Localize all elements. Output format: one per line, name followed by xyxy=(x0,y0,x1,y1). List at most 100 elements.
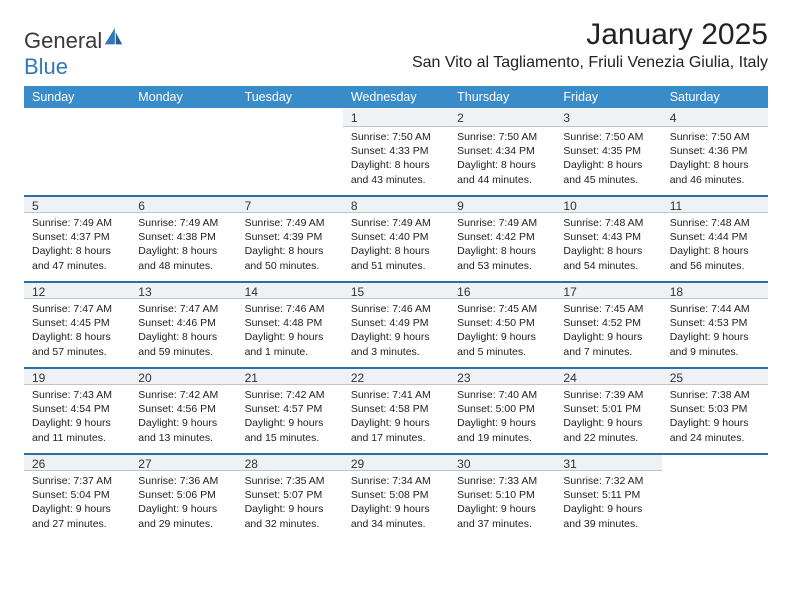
sunrise: Sunrise: 7:48 AM xyxy=(670,216,760,230)
sunrise: Sunrise: 7:50 AM xyxy=(670,130,760,144)
sunset: Sunset: 4:43 PM xyxy=(563,230,653,244)
day-number: 25 xyxy=(662,367,768,385)
week-row: 26Sunrise: 7:37 AMSunset: 5:04 PMDayligh… xyxy=(24,452,768,538)
day-body: Sunrise: 7:50 AMSunset: 4:34 PMDaylight:… xyxy=(449,127,555,193)
dow-fri: Friday xyxy=(555,86,661,108)
daylight-line2: and 5 minutes. xyxy=(457,345,547,359)
logo-word2: Blue xyxy=(24,54,68,79)
daylight-line1: Daylight: 9 hours xyxy=(351,502,441,516)
calendar-page: GeneralBlue January 2025 San Vito al Tag… xyxy=(0,0,792,548)
sunset: Sunset: 4:38 PM xyxy=(138,230,228,244)
daylight-line2: and 47 minutes. xyxy=(32,259,122,273)
day-cell: 6Sunrise: 7:49 AMSunset: 4:38 PMDaylight… xyxy=(130,194,236,280)
day-body: Sunrise: 7:50 AMSunset: 4:36 PMDaylight:… xyxy=(662,127,768,193)
sunrise: Sunrise: 7:38 AM xyxy=(670,388,760,402)
day-body: Sunrise: 7:43 AMSunset: 4:54 PMDaylight:… xyxy=(24,385,130,451)
day-cell: 4Sunrise: 7:50 AMSunset: 4:36 PMDaylight… xyxy=(662,108,768,194)
weeks-container: 1Sunrise: 7:50 AMSunset: 4:33 PMDaylight… xyxy=(24,108,768,538)
daylight-line1: Daylight: 9 hours xyxy=(670,416,760,430)
sunrise: Sunrise: 7:46 AM xyxy=(245,302,335,316)
day-cell: 9Sunrise: 7:49 AMSunset: 4:42 PMDaylight… xyxy=(449,194,555,280)
day-cell: 13Sunrise: 7:47 AMSunset: 4:46 PMDayligh… xyxy=(130,280,236,366)
day-number: 13 xyxy=(130,281,236,299)
dow-thu: Thursday xyxy=(449,86,555,108)
sunset: Sunset: 4:50 PM xyxy=(457,316,547,330)
sunset: Sunset: 5:07 PM xyxy=(245,488,335,502)
sunset: Sunset: 4:34 PM xyxy=(457,144,547,158)
daylight-line2: and 13 minutes. xyxy=(138,431,228,445)
week-row: 19Sunrise: 7:43 AMSunset: 4:54 PMDayligh… xyxy=(24,366,768,452)
day-body xyxy=(662,471,768,480)
sunrise: Sunrise: 7:49 AM xyxy=(32,216,122,230)
sunrise: Sunrise: 7:49 AM xyxy=(138,216,228,230)
daylight-line1: Daylight: 8 hours xyxy=(563,158,653,172)
logo-text: GeneralBlue xyxy=(24,26,124,80)
day-body: Sunrise: 7:45 AMSunset: 4:52 PMDaylight:… xyxy=(555,299,661,365)
sunrise: Sunrise: 7:32 AM xyxy=(563,474,653,488)
sunrise: Sunrise: 7:36 AM xyxy=(138,474,228,488)
daylight-line2: and 29 minutes. xyxy=(138,517,228,531)
day-body: Sunrise: 7:35 AMSunset: 5:07 PMDaylight:… xyxy=(237,471,343,537)
day-number: 15 xyxy=(343,281,449,299)
daylight-line1: Daylight: 9 hours xyxy=(138,502,228,516)
day-body: Sunrise: 7:47 AMSunset: 4:46 PMDaylight:… xyxy=(130,299,236,365)
sunrise: Sunrise: 7:43 AM xyxy=(32,388,122,402)
calendar: Sunday Monday Tuesday Wednesday Thursday… xyxy=(24,86,768,538)
daylight-line1: Daylight: 9 hours xyxy=(457,416,547,430)
sunset: Sunset: 5:10 PM xyxy=(457,488,547,502)
daylight-line2: and 51 minutes. xyxy=(351,259,441,273)
day-cell: 12Sunrise: 7:47 AMSunset: 4:45 PMDayligh… xyxy=(24,280,130,366)
sunrise: Sunrise: 7:45 AM xyxy=(457,302,547,316)
day-body: Sunrise: 7:49 AMSunset: 4:42 PMDaylight:… xyxy=(449,213,555,279)
day-body: Sunrise: 7:50 AMSunset: 4:33 PMDaylight:… xyxy=(343,127,449,193)
day-number: 3 xyxy=(555,109,661,127)
sunset: Sunset: 5:08 PM xyxy=(351,488,441,502)
day-cell: 20Sunrise: 7:42 AMSunset: 4:56 PMDayligh… xyxy=(130,366,236,452)
day-cell: 24Sunrise: 7:39 AMSunset: 5:01 PMDayligh… xyxy=(555,366,661,452)
sunrise: Sunrise: 7:40 AM xyxy=(457,388,547,402)
sunset: Sunset: 4:45 PM xyxy=(32,316,122,330)
day-cell: 21Sunrise: 7:42 AMSunset: 4:57 PMDayligh… xyxy=(237,366,343,452)
day-cell: 28Sunrise: 7:35 AMSunset: 5:07 PMDayligh… xyxy=(237,452,343,538)
daylight-line1: Daylight: 9 hours xyxy=(563,416,653,430)
sunrise: Sunrise: 7:49 AM xyxy=(351,216,441,230)
sunset: Sunset: 5:04 PM xyxy=(32,488,122,502)
day-body: Sunrise: 7:50 AMSunset: 4:35 PMDaylight:… xyxy=(555,127,661,193)
day-cell: 14Sunrise: 7:46 AMSunset: 4:48 PMDayligh… xyxy=(237,280,343,366)
daylight-line2: and 1 minute. xyxy=(245,345,335,359)
week-row: 1Sunrise: 7:50 AMSunset: 4:33 PMDaylight… xyxy=(24,108,768,194)
sunset: Sunset: 4:48 PM xyxy=(245,316,335,330)
day-cell: 23Sunrise: 7:40 AMSunset: 5:00 PMDayligh… xyxy=(449,366,555,452)
day-number: 24 xyxy=(555,367,661,385)
day-body: Sunrise: 7:46 AMSunset: 4:49 PMDaylight:… xyxy=(343,299,449,365)
sunrise: Sunrise: 7:42 AM xyxy=(138,388,228,402)
day-number: 23 xyxy=(449,367,555,385)
day-number xyxy=(130,109,236,127)
day-number: 21 xyxy=(237,367,343,385)
day-body: Sunrise: 7:37 AMSunset: 5:04 PMDaylight:… xyxy=(24,471,130,537)
daylight-line1: Daylight: 8 hours xyxy=(563,244,653,258)
day-cell xyxy=(24,108,130,194)
daylight-line2: and 57 minutes. xyxy=(32,345,122,359)
day-number: 22 xyxy=(343,367,449,385)
sunrise: Sunrise: 7:50 AM xyxy=(457,130,547,144)
daylight-line2: and 27 minutes. xyxy=(32,517,122,531)
day-number: 19 xyxy=(24,367,130,385)
day-number: 29 xyxy=(343,453,449,471)
day-cell: 26Sunrise: 7:37 AMSunset: 5:04 PMDayligh… xyxy=(24,452,130,538)
daylight-line2: and 3 minutes. xyxy=(351,345,441,359)
daylight-line2: and 59 minutes. xyxy=(138,345,228,359)
sunrise: Sunrise: 7:41 AM xyxy=(351,388,441,402)
day-cell xyxy=(662,452,768,538)
day-cell: 15Sunrise: 7:46 AMSunset: 4:49 PMDayligh… xyxy=(343,280,449,366)
sunset: Sunset: 4:40 PM xyxy=(351,230,441,244)
sunset: Sunset: 4:56 PM xyxy=(138,402,228,416)
sunset: Sunset: 4:37 PM xyxy=(32,230,122,244)
daylight-line1: Daylight: 9 hours xyxy=(563,502,653,516)
day-number: 8 xyxy=(343,195,449,213)
sunrise: Sunrise: 7:49 AM xyxy=(245,216,335,230)
daylight-line2: and 9 minutes. xyxy=(670,345,760,359)
daylight-line2: and 15 minutes. xyxy=(245,431,335,445)
sunrise: Sunrise: 7:49 AM xyxy=(457,216,547,230)
sunrise: Sunrise: 7:44 AM xyxy=(670,302,760,316)
